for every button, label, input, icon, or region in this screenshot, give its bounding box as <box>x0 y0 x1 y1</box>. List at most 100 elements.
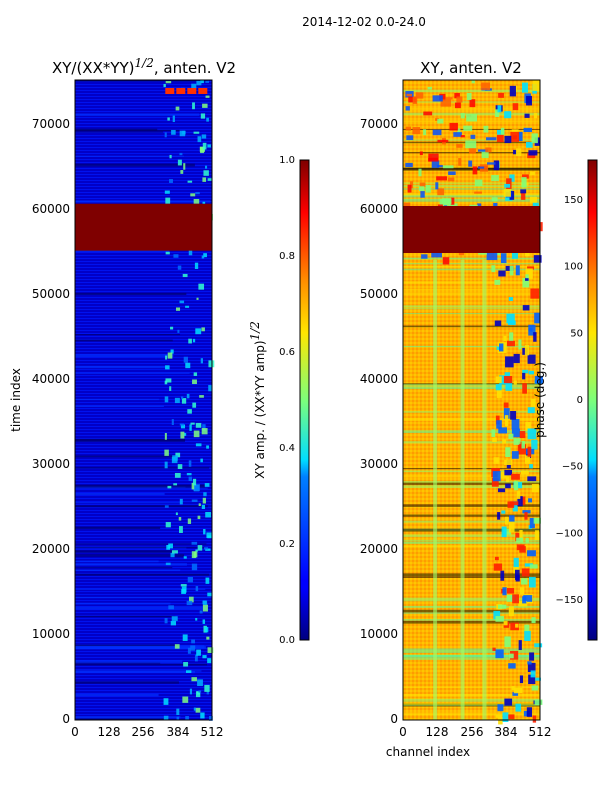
phase-cell <box>405 162 413 168</box>
phase-streak <box>403 619 540 621</box>
phase-cell <box>518 441 523 446</box>
phase-streak <box>403 703 540 705</box>
phase-cell <box>535 530 540 541</box>
amplitude-bright-cell <box>177 464 183 470</box>
phase-cell <box>513 687 523 694</box>
amplitude-y-tick-50000: 50000 <box>32 287 70 301</box>
phase-cell <box>523 127 533 133</box>
phase-cell <box>437 139 449 143</box>
phase-cell <box>499 343 504 352</box>
amplitude-bright-cell <box>195 707 201 713</box>
amplitude-y-ticks: 0 10000 20000 30000 40000 50000 60000 70… <box>32 117 70 726</box>
phase-cell <box>520 470 529 475</box>
amplitude-streak <box>75 354 174 358</box>
phase-cell <box>525 538 529 543</box>
amplitude-bright-cell <box>171 550 178 554</box>
phase-cell <box>505 483 511 489</box>
amplitude-bright-cell <box>173 254 179 258</box>
amplitude-streak <box>75 660 183 663</box>
phase-cell <box>486 137 497 141</box>
phase-cell <box>528 498 533 503</box>
phase-colorbar-tick: 0 <box>577 395 583 406</box>
phase-cell <box>498 604 507 609</box>
amplitude-bright-cell <box>165 197 171 204</box>
phase-streak <box>403 188 540 190</box>
phase-cell <box>522 369 529 374</box>
phase-cell <box>512 103 519 111</box>
phase-cell <box>437 165 443 168</box>
amplitude-streak <box>75 550 176 553</box>
amplitude-bright-cell <box>195 617 198 621</box>
phase-cell <box>508 433 514 439</box>
phase-cell <box>448 171 456 175</box>
amplitude-bright-cell <box>195 328 202 335</box>
phase-cell <box>420 191 425 198</box>
phase-x-axis-label: channel index <box>386 745 470 759</box>
phase-x-tick-128: 128 <box>426 725 449 739</box>
amplitude-streak <box>75 526 161 530</box>
phase-cell <box>513 557 519 569</box>
amplitude-bright-cell <box>196 649 201 656</box>
amplitude-bright-cell <box>189 688 192 695</box>
phase-streak <box>403 112 540 116</box>
amplitude-bright-cell <box>200 358 203 364</box>
amplitude-bright-cell <box>170 552 175 558</box>
phase-y-tick-50000: 50000 <box>360 287 398 301</box>
amplitude-y-tick-70000: 70000 <box>32 117 70 131</box>
amplitude-bright-cell <box>193 551 198 558</box>
phase-cell <box>497 512 501 520</box>
phase-cell <box>496 387 502 398</box>
amplitude-bright-cell <box>197 679 203 686</box>
amplitude-streak <box>75 505 208 508</box>
phase-streak <box>403 599 540 602</box>
amplitude-bright-cell <box>180 170 184 174</box>
phase-channel-gap <box>482 260 487 720</box>
phase-streak <box>403 686 540 688</box>
phase-cell <box>533 517 541 524</box>
amplitude-bright-cell <box>169 386 172 391</box>
amplitude-streak <box>75 573 210 576</box>
phase-x-tick-384: 384 <box>495 725 518 739</box>
amplitude-bright-cell <box>176 716 179 721</box>
phase-cell <box>508 606 514 617</box>
amplitude-bright-cell <box>206 691 209 695</box>
amplitude-y-tick-60000: 60000 <box>32 202 70 216</box>
phase-cell <box>516 491 521 499</box>
amplitude-bright-cell <box>195 691 201 698</box>
amplitude-bright-cell <box>179 498 183 505</box>
phase-streak <box>403 268 540 271</box>
amplitude-y-axis-label: time index <box>9 368 23 432</box>
amplitude-y-tick-0: 0 <box>62 712 70 726</box>
amplitude-bright-cell <box>205 165 208 169</box>
phase-cell <box>531 483 539 493</box>
amplitude-bright-cell <box>171 419 174 425</box>
amplitude-streak <box>75 645 205 649</box>
phase-cell <box>497 134 504 143</box>
phase-x-tick-256: 256 <box>461 725 484 739</box>
phase-cell <box>505 447 511 458</box>
phase-cell <box>456 144 463 148</box>
amplitude-bright-cell <box>174 472 181 478</box>
phase-cell <box>504 135 512 144</box>
phase-cell <box>491 265 496 273</box>
phase-cell <box>443 165 454 169</box>
amplitude-streak <box>75 80 208 82</box>
phase-cell <box>503 376 513 384</box>
amplitude-bright-cell <box>180 431 185 439</box>
phase-cell <box>470 134 476 139</box>
phase-cell <box>454 93 460 99</box>
amplitude-x-tick-128: 128 <box>98 725 121 739</box>
amplitude-bright-cell <box>175 106 180 111</box>
amplitude-bright-cell <box>203 547 209 550</box>
amplitude-bright-cell <box>169 179 173 183</box>
amplitude-bright-cell <box>165 562 171 566</box>
phase-cell <box>524 624 530 632</box>
amplitude-bright-cell <box>188 476 193 482</box>
phase-cell <box>518 600 527 607</box>
phase-cell <box>501 526 507 538</box>
amplitude-bright-cell <box>164 449 169 456</box>
phase-cell <box>507 501 515 508</box>
amplitude-x-tick-384: 384 <box>167 725 190 739</box>
phase-cell <box>533 255 542 263</box>
phase-cell <box>519 431 526 439</box>
